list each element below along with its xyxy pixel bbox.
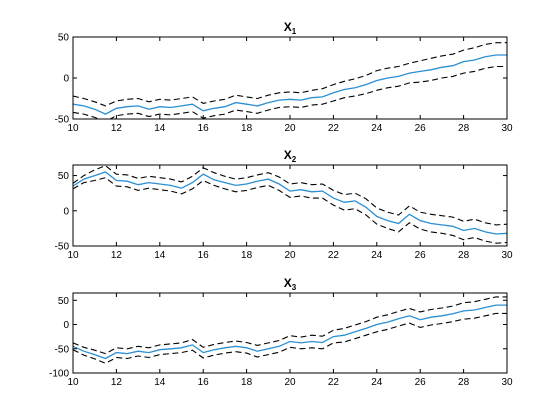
title-subscript: 2 — [292, 155, 297, 164]
lower-bound-line — [73, 177, 507, 244]
axes-box — [72, 36, 508, 120]
x-tick-label: 28 — [458, 250, 470, 261]
x-tick-label: 26 — [415, 377, 427, 388]
x-tick-label: 16 — [198, 377, 210, 388]
x-tick-label: 28 — [458, 377, 470, 388]
title-subscript: 3 — [292, 283, 297, 292]
x-tick-label: 24 — [371, 250, 383, 261]
x-tick-label: 30 — [501, 123, 513, 134]
x-tick-label: 18 — [241, 123, 253, 134]
x-tick-label: 12 — [111, 123, 123, 134]
x-tick-label: 20 — [284, 123, 296, 134]
subplot-2: 10 12 14 16 18 20 22 24 26 28 30 -50 0 50 X2 — [55, 148, 513, 261]
y-tick-label: 0 — [63, 320, 69, 331]
x-tick-label: 24 — [371, 377, 383, 388]
lower-bound-line — [73, 65, 507, 119]
x-tick-label: 22 — [328, 250, 340, 261]
title-subscript: 1 — [292, 27, 297, 36]
upper-bound-line — [73, 42, 507, 107]
x-tick-label: 14 — [154, 377, 166, 388]
x-tick-label: 22 — [328, 377, 340, 388]
upper-bound-line — [73, 165, 507, 226]
x-tick-label: 12 — [111, 377, 123, 388]
x-tick-label: 24 — [371, 123, 383, 134]
y-tick-label: -50 — [55, 344, 70, 355]
y-tick-label: 50 — [58, 33, 70, 44]
subplot-3: 10 12 14 16 18 20 22 24 26 28 30 -100 -50 0 50 X3 — [49, 276, 513, 388]
y-tick-label: -100 — [49, 369, 69, 380]
mean-line — [73, 54, 507, 115]
subplot-title: X2 — [284, 148, 297, 164]
x-tick-label: 16 — [198, 250, 210, 261]
y-tick-label: 50 — [58, 296, 70, 307]
x-tick-label: 30 — [501, 250, 513, 261]
x-tick-label: 20 — [284, 377, 296, 388]
series-group — [73, 42, 507, 119]
subplot-title: X3 — [284, 276, 297, 292]
x-tick-label: 16 — [198, 123, 210, 134]
series-group — [73, 296, 507, 364]
axes-frame — [72, 36, 508, 120]
title-main: X — [284, 20, 292, 34]
x-tick-label: 30 — [501, 377, 513, 388]
title-main: X — [284, 276, 292, 290]
title-main: X — [284, 148, 292, 162]
mean-line — [73, 304, 507, 360]
series-group — [73, 165, 507, 244]
x-tick-label: 28 — [458, 123, 470, 134]
x-tick-label: 14 — [154, 250, 166, 261]
axes-box — [72, 292, 508, 374]
x-tick-label: 10 — [67, 250, 79, 261]
x-tick-label: 14 — [154, 123, 166, 134]
y-tick-label: 50 — [58, 171, 70, 182]
axes-frame — [72, 164, 508, 247]
x-tick-label: 12 — [111, 250, 123, 261]
x-tick-label: 26 — [415, 123, 427, 134]
axes-frame — [72, 292, 508, 374]
mean-line — [73, 171, 507, 235]
y-tick-label: 0 — [63, 206, 69, 217]
x-tick-label: 18 — [241, 250, 253, 261]
x-tick-label: 10 — [67, 123, 79, 134]
y-tick-label: 0 — [63, 74, 69, 85]
lower-bound-line — [73, 312, 507, 364]
x-tick-label: 18 — [241, 377, 253, 388]
x-tick-label: 20 — [284, 250, 296, 261]
y-tick-label: -50 — [55, 115, 70, 126]
y-tick-label: -50 — [55, 242, 70, 253]
x-tick-label: 26 — [415, 250, 427, 261]
x-tick-label: 10 — [67, 377, 79, 388]
subplot-title: X1 — [284, 20, 297, 36]
x-tick-label: 22 — [328, 123, 340, 134]
subplot-1: 10 12 14 16 18 20 22 24 26 28 30 -50 0 50 X1 — [55, 20, 513, 134]
